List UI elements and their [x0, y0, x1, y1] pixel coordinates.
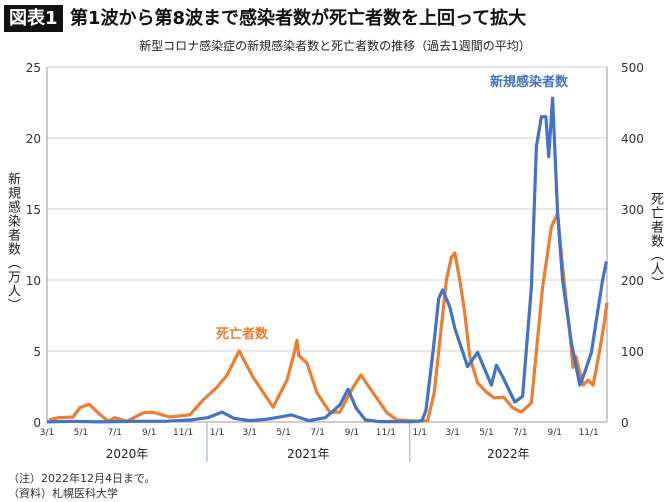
- right-tick-label: 400: [621, 132, 644, 146]
- year-label: 2021年: [287, 447, 330, 461]
- x-tick-label: 5/1: [74, 428, 88, 438]
- left-tick-label: 10: [26, 274, 41, 288]
- deaths-series-label: 死亡者数: [216, 326, 269, 342]
- left-tick-label: 25: [26, 61, 41, 75]
- note: （注）2022年12月4日まで。: [8, 472, 156, 485]
- x-tick-label: 11/1: [173, 428, 193, 438]
- right-axis-label: 死亡者数（人）: [648, 192, 663, 290]
- x-tick-label: 5/1: [479, 428, 493, 438]
- left-tick-label: 15: [26, 203, 41, 217]
- figure-badge: 図表1: [4, 5, 63, 32]
- year-label: 2022年: [487, 447, 530, 461]
- chart-title: 新型コロナ感染症の新規感染者数と死亡者数の推移（過去1週間の平均）: [139, 39, 531, 53]
- x-tick-label: 1/1: [210, 428, 224, 438]
- left-tick-label: 20: [26, 132, 41, 146]
- x-tick-label: 9/1: [345, 428, 359, 438]
- x-tick-label: 7/1: [108, 428, 122, 438]
- x-tick-label: 3/1: [40, 428, 54, 438]
- right-tick-label: 200: [621, 274, 644, 288]
- figure-title: 第1波から第8波まで感染者数が死亡者数を上回って拡大: [70, 8, 527, 29]
- right-tick-label: 500: [621, 61, 644, 75]
- left-axis-label: 新規感染者数（万人）: [5, 172, 20, 312]
- x-tick-label: 1/1: [413, 428, 427, 438]
- right-tick-label: 0: [621, 416, 629, 430]
- right-tick-label: 300: [621, 203, 644, 217]
- left-tick-label: 0: [33, 416, 41, 430]
- infections-series-label: 新規感染者数: [490, 74, 569, 90]
- x-tick-label: 5/1: [276, 428, 290, 438]
- x-tick-label: 3/1: [243, 428, 257, 438]
- x-tick-label: 3/1: [445, 428, 459, 438]
- right-tick-label: 100: [621, 345, 644, 359]
- infections-line: [46, 96, 608, 424]
- year-label: 2020年: [106, 447, 149, 461]
- source: （資料）札幌医科大学: [8, 487, 118, 500]
- x-tick-label: 9/1: [548, 428, 562, 438]
- x-tick-label: 11/1: [579, 428, 599, 438]
- left-tick-label: 5: [33, 345, 41, 359]
- x-tick-label: 7/1: [310, 428, 324, 438]
- x-tick-label: 11/1: [376, 428, 396, 438]
- x-tick-label: 7/1: [513, 428, 527, 438]
- x-tick-label: 9/1: [142, 428, 156, 438]
